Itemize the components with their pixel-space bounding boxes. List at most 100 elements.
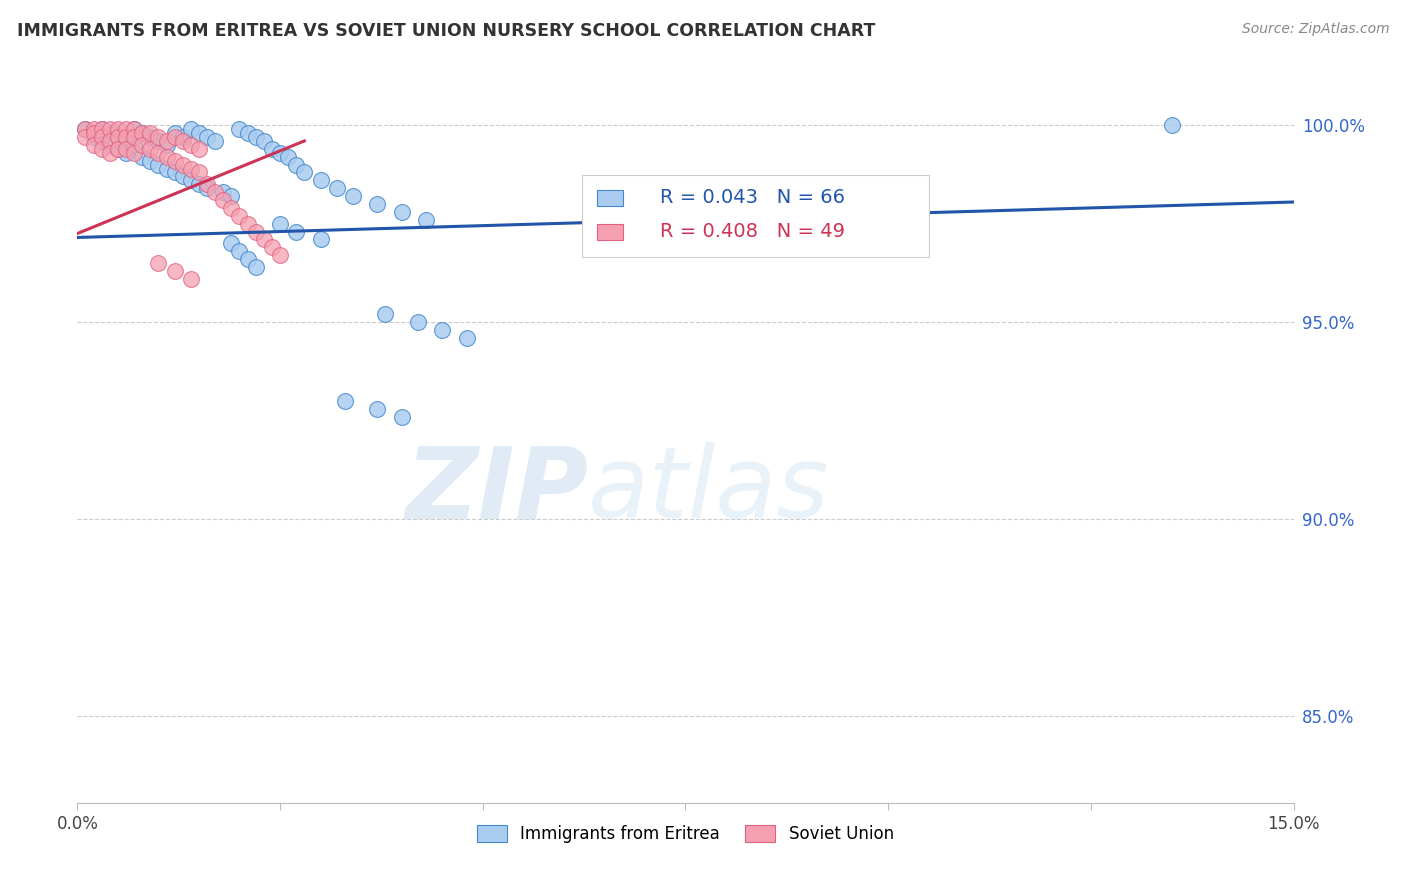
- Point: [107, 130, 129, 145]
- Point: [374, 307, 396, 321]
- Point: [188, 142, 211, 156]
- Point: [155, 161, 177, 176]
- Point: [98, 134, 121, 148]
- Point: [333, 393, 356, 408]
- Point: [107, 142, 129, 156]
- Point: [236, 126, 259, 140]
- Point: [148, 256, 170, 270]
- Point: [122, 130, 145, 145]
- Point: [204, 185, 226, 199]
- Point: [221, 236, 243, 251]
- Point: [180, 161, 202, 176]
- Point: [195, 178, 218, 192]
- Point: [131, 126, 153, 140]
- Point: [83, 126, 105, 140]
- Point: [269, 145, 291, 160]
- Text: R = 0.408   N = 49: R = 0.408 N = 49: [659, 222, 845, 242]
- Point: [163, 130, 186, 145]
- Point: [98, 137, 121, 152]
- Point: [107, 122, 129, 136]
- Point: [342, 189, 364, 203]
- Point: [115, 130, 138, 145]
- Point: [98, 122, 121, 136]
- Point: [155, 150, 177, 164]
- Point: [98, 145, 121, 160]
- Point: [131, 126, 153, 140]
- Point: [83, 122, 105, 136]
- Point: [107, 130, 129, 145]
- Point: [366, 401, 388, 416]
- Point: [309, 173, 332, 187]
- Point: [180, 272, 202, 286]
- Point: [228, 244, 250, 259]
- Point: [115, 122, 138, 136]
- Point: [391, 409, 413, 424]
- Point: [115, 134, 138, 148]
- Point: [221, 189, 243, 203]
- FancyBboxPatch shape: [582, 175, 929, 257]
- Point: [228, 209, 250, 223]
- Point: [221, 201, 243, 215]
- Point: [115, 142, 138, 156]
- Point: [90, 122, 112, 136]
- Point: [292, 165, 315, 179]
- Point: [245, 260, 267, 274]
- Point: [277, 150, 299, 164]
- Point: [285, 225, 308, 239]
- Point: [285, 157, 308, 171]
- Point: [155, 134, 177, 148]
- Point: [366, 197, 388, 211]
- Text: ZIP: ZIP: [405, 442, 588, 540]
- Point: [75, 122, 97, 136]
- Legend: Immigrants from Eritrea, Soviet Union: Immigrants from Eritrea, Soviet Union: [468, 816, 903, 851]
- Bar: [596, 190, 623, 206]
- Point: [245, 130, 267, 145]
- Bar: [596, 224, 623, 240]
- Point: [90, 122, 112, 136]
- Text: R = 0.043   N = 66: R = 0.043 N = 66: [659, 188, 845, 208]
- Point: [122, 145, 145, 160]
- Point: [326, 181, 349, 195]
- Point: [148, 157, 170, 171]
- Point: [115, 145, 138, 160]
- Point: [212, 185, 235, 199]
- Point: [430, 323, 453, 337]
- Point: [172, 134, 194, 148]
- Point: [253, 232, 276, 246]
- Point: [139, 126, 162, 140]
- Point: [122, 137, 145, 152]
- Point: [90, 142, 112, 156]
- Point: [406, 315, 429, 329]
- Point: [163, 165, 186, 179]
- Point: [245, 225, 267, 239]
- Point: [415, 212, 437, 227]
- Point: [98, 126, 121, 140]
- Point: [195, 181, 218, 195]
- Point: [148, 130, 170, 145]
- Point: [195, 130, 218, 145]
- Point: [236, 217, 259, 231]
- Point: [204, 134, 226, 148]
- Point: [180, 173, 202, 187]
- Point: [131, 137, 153, 152]
- Point: [456, 331, 478, 345]
- Point: [83, 137, 105, 152]
- Point: [83, 126, 105, 140]
- Point: [236, 252, 259, 266]
- Text: Source: ZipAtlas.com: Source: ZipAtlas.com: [1241, 22, 1389, 37]
- Point: [260, 142, 283, 156]
- Point: [260, 240, 283, 254]
- Point: [122, 122, 145, 136]
- Point: [228, 122, 250, 136]
- Point: [269, 248, 291, 262]
- Point: [172, 169, 194, 184]
- Point: [148, 145, 170, 160]
- Point: [83, 130, 105, 145]
- Text: atlas: atlas: [588, 442, 830, 540]
- Point: [148, 134, 170, 148]
- Point: [90, 134, 112, 148]
- Point: [139, 142, 162, 156]
- Text: IMMIGRANTS FROM ERITREA VS SOVIET UNION NURSERY SCHOOL CORRELATION CHART: IMMIGRANTS FROM ERITREA VS SOVIET UNION …: [17, 22, 876, 40]
- Point: [172, 130, 194, 145]
- Point: [253, 134, 276, 148]
